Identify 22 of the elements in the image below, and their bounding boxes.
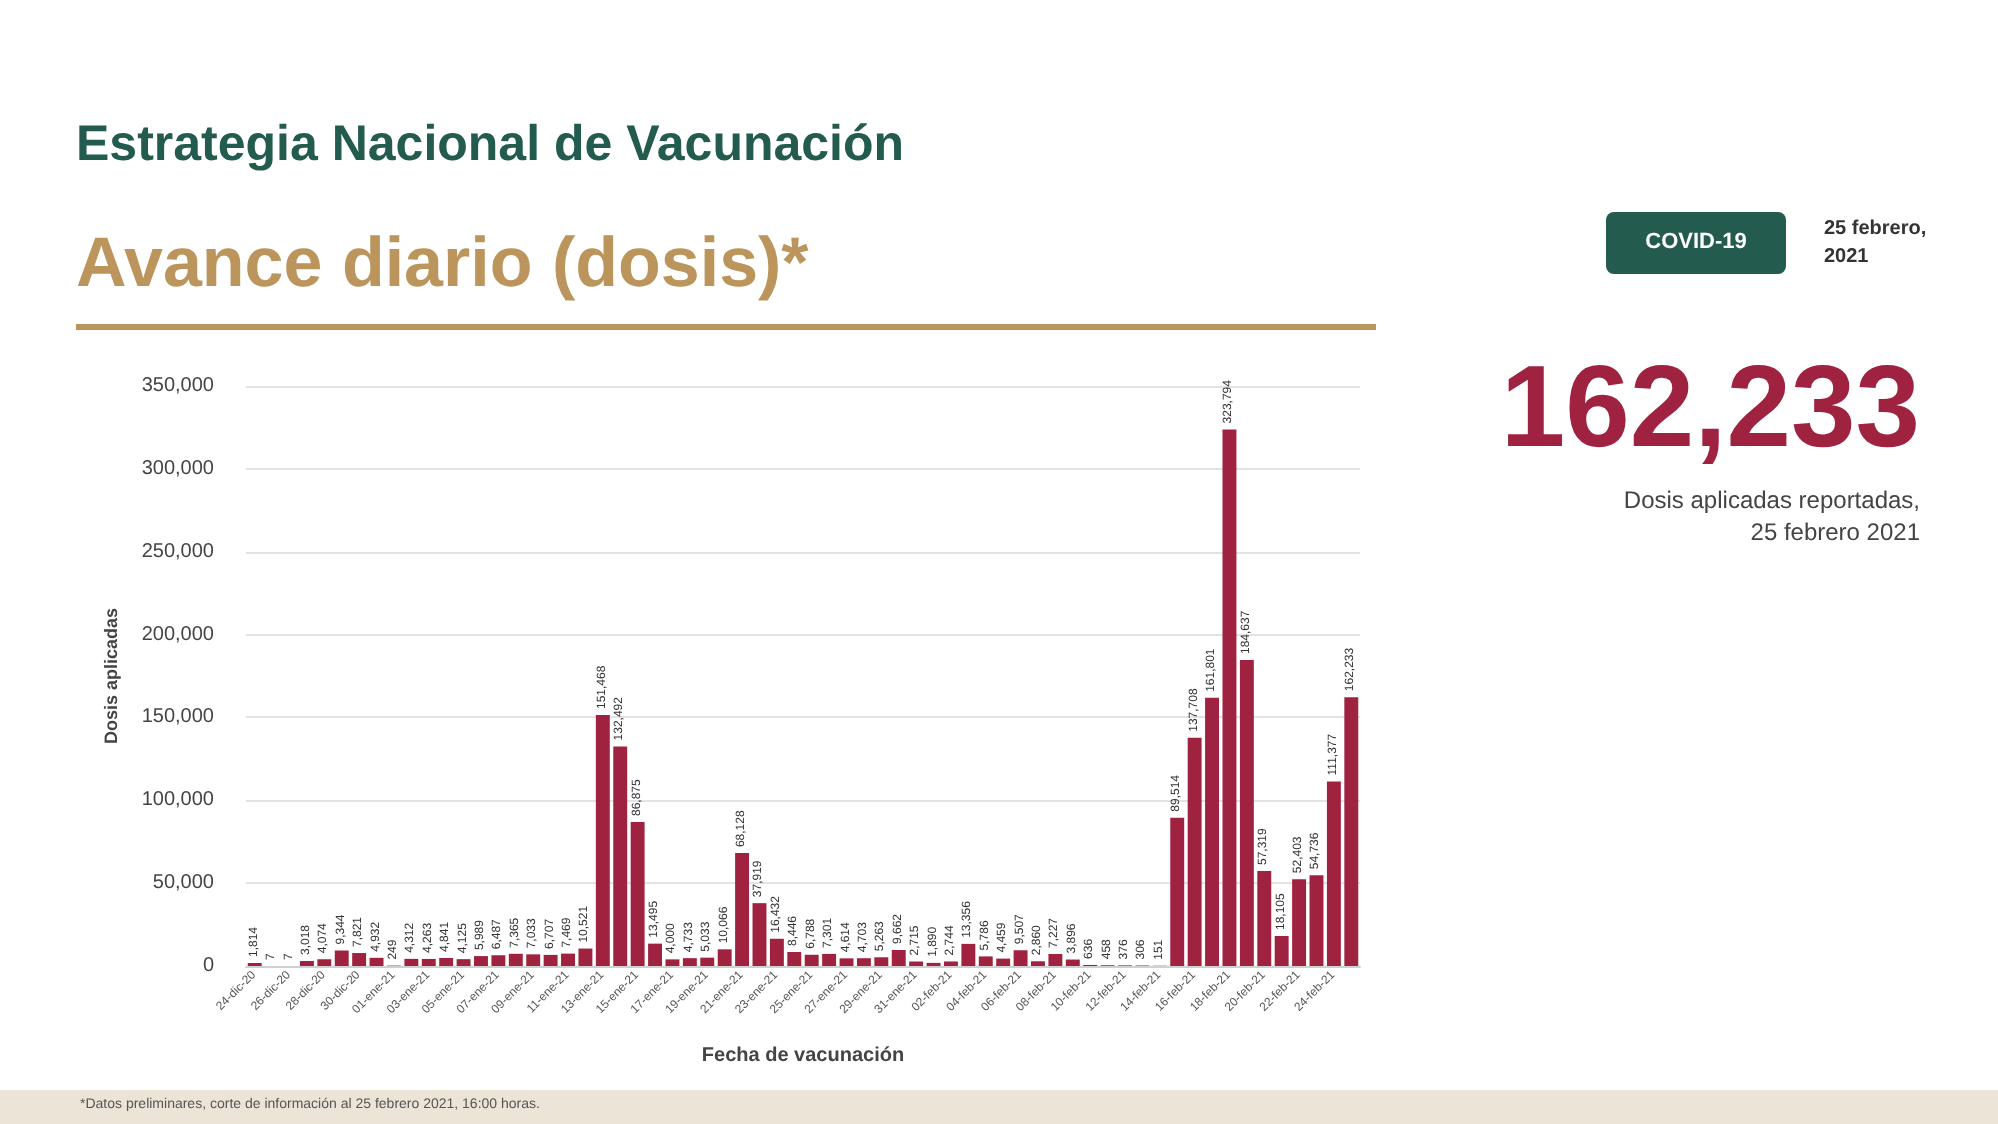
- text: Dosis aplicadas reportadas, 25 febrero 2021: [1621, 484, 1920, 548]
- y-tick-label: 350,000: [141, 375, 215, 397]
- y-tick-label: 300,000: [141, 457, 215, 480]
- bar: [752, 903, 767, 966]
- y-tick-label: 150,000: [141, 706, 215, 729]
- bar: [1309, 875, 1324, 966]
- bar: [839, 958, 854, 966]
- y-tick-label: 50,000: [152, 872, 215, 895]
- bar: [1170, 817, 1185, 966]
- chart-subtitle: Avance diario (dosis)*: [76, 224, 809, 304]
- bar: [404, 958, 419, 966]
- y-tick-label: 0: [202, 955, 215, 977]
- y-axis-title: Dosis aplicadas: [100, 607, 121, 745]
- chart-title: Estrategia Nacional de Vacunación: [76, 116, 905, 174]
- y-tick-label: 250,000: [141, 540, 215, 563]
- text: COVID-19: [1606, 212, 1786, 274]
- text: 25 febrero, 2021: [1824, 216, 1929, 272]
- bar: [369, 957, 384, 966]
- x-axis-title: Fecha de vacunación: [701, 1045, 905, 1067]
- y-tick-label: 200,000: [141, 623, 215, 646]
- text: 162,233: [1500, 340, 1920, 474]
- y-tick-label: 100,000: [141, 789, 215, 812]
